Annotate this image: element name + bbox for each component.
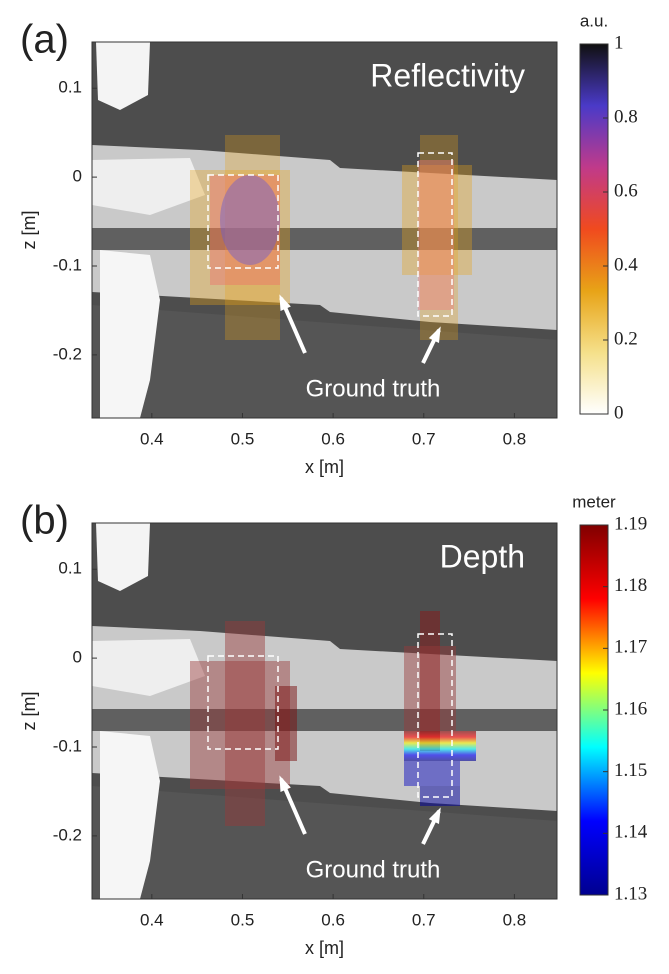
- y-tick-label: 0: [73, 648, 82, 667]
- y-tick-label: -0.2: [53, 825, 82, 844]
- ground-truth-box: [207, 174, 279, 269]
- colorbar-tick-label: 0.6: [614, 180, 638, 201]
- annotation: Depth: [440, 538, 525, 574]
- colorbar-tick-label: 1.15: [614, 760, 647, 781]
- panel-label: (a): [20, 18, 69, 62]
- colorbar-tick-label: 1.17: [614, 637, 647, 658]
- axes-frame: [91, 41, 558, 419]
- colorbar-tick-label: 1.13: [614, 883, 647, 904]
- image: [92, 42, 557, 418]
- x-tick-label: 0.4: [140, 429, 164, 448]
- colorbar: [579, 43, 609, 415]
- colorbar-tick-label: 0.8: [614, 106, 638, 127]
- colorbar-tick-label: 1: [614, 32, 624, 53]
- x-tick-label: 0.8: [503, 429, 527, 448]
- x-tick-label: 0.4: [140, 910, 164, 929]
- x-tick-label: 0.5: [231, 910, 255, 929]
- background-photo: [92, 42, 557, 418]
- y-tick-label: 0.1: [58, 559, 82, 578]
- colorbar-label: a.u.: [580, 11, 608, 30]
- colorbar-tick-label: 1.16: [614, 698, 647, 719]
- colorbar-tick-label: 0.4: [614, 254, 638, 275]
- y-tick-label: -0.2: [53, 344, 82, 363]
- panel-label: (b): [20, 499, 69, 543]
- x-tick-label: 0.8: [503, 910, 527, 929]
- y-axis-label: z [m]: [19, 211, 39, 250]
- panel: Ground truth Reflectivity 0.4 0.5 0.6 0.7 0.8 0…: [19, 11, 639, 476]
- background-photo: [92, 523, 557, 899]
- colorbar-tick-label: 1.18: [614, 575, 647, 596]
- x-axis-label: x [m]: [305, 457, 344, 477]
- x-tick-label: 0.5: [231, 429, 255, 448]
- colorbar-tick-label: 1.19: [614, 513, 647, 534]
- arrow-label: Ground truth: [306, 375, 441, 402]
- y-tick-label: 0: [73, 167, 82, 186]
- ground-truth-box: [417, 152, 453, 317]
- annotation: Reflectivity: [370, 57, 525, 93]
- colorbar-tick-label: 0.2: [614, 328, 638, 349]
- panel: Ground truth Depth 0.4 0.5 0.6 0.7 0.8 0.1 0 -0.1…: [19, 492, 648, 957]
- y-axis-label: z [m]: [19, 692, 39, 731]
- y-tick-label: -0.1: [53, 736, 82, 755]
- arrow-head: [279, 294, 291, 311]
- y-tick-label: 0.1: [58, 78, 82, 97]
- image: [92, 523, 557, 899]
- x-tick-label: 0.7: [412, 429, 436, 448]
- arrow-head: [428, 326, 441, 343]
- axes-frame: [91, 522, 558, 900]
- x-tick-label: 0.6: [321, 910, 345, 929]
- colorbar-label: meter: [572, 492, 616, 511]
- colorbar-tick-label: 1.14: [614, 822, 648, 843]
- arrow-head: [428, 807, 441, 824]
- x-axis-label: x [m]: [305, 938, 344, 958]
- x-tick-label: 0.6: [321, 429, 345, 448]
- arrow-label: Ground truth: [306, 856, 441, 883]
- ground-truth-box: [207, 655, 279, 750]
- x-tick-label: 0.7: [412, 910, 436, 929]
- y-tick-label: -0.1: [53, 255, 82, 274]
- colorbar-tick-label: 0: [614, 402, 624, 423]
- ground-truth-box: [417, 633, 453, 798]
- arrow-head: [279, 775, 291, 792]
